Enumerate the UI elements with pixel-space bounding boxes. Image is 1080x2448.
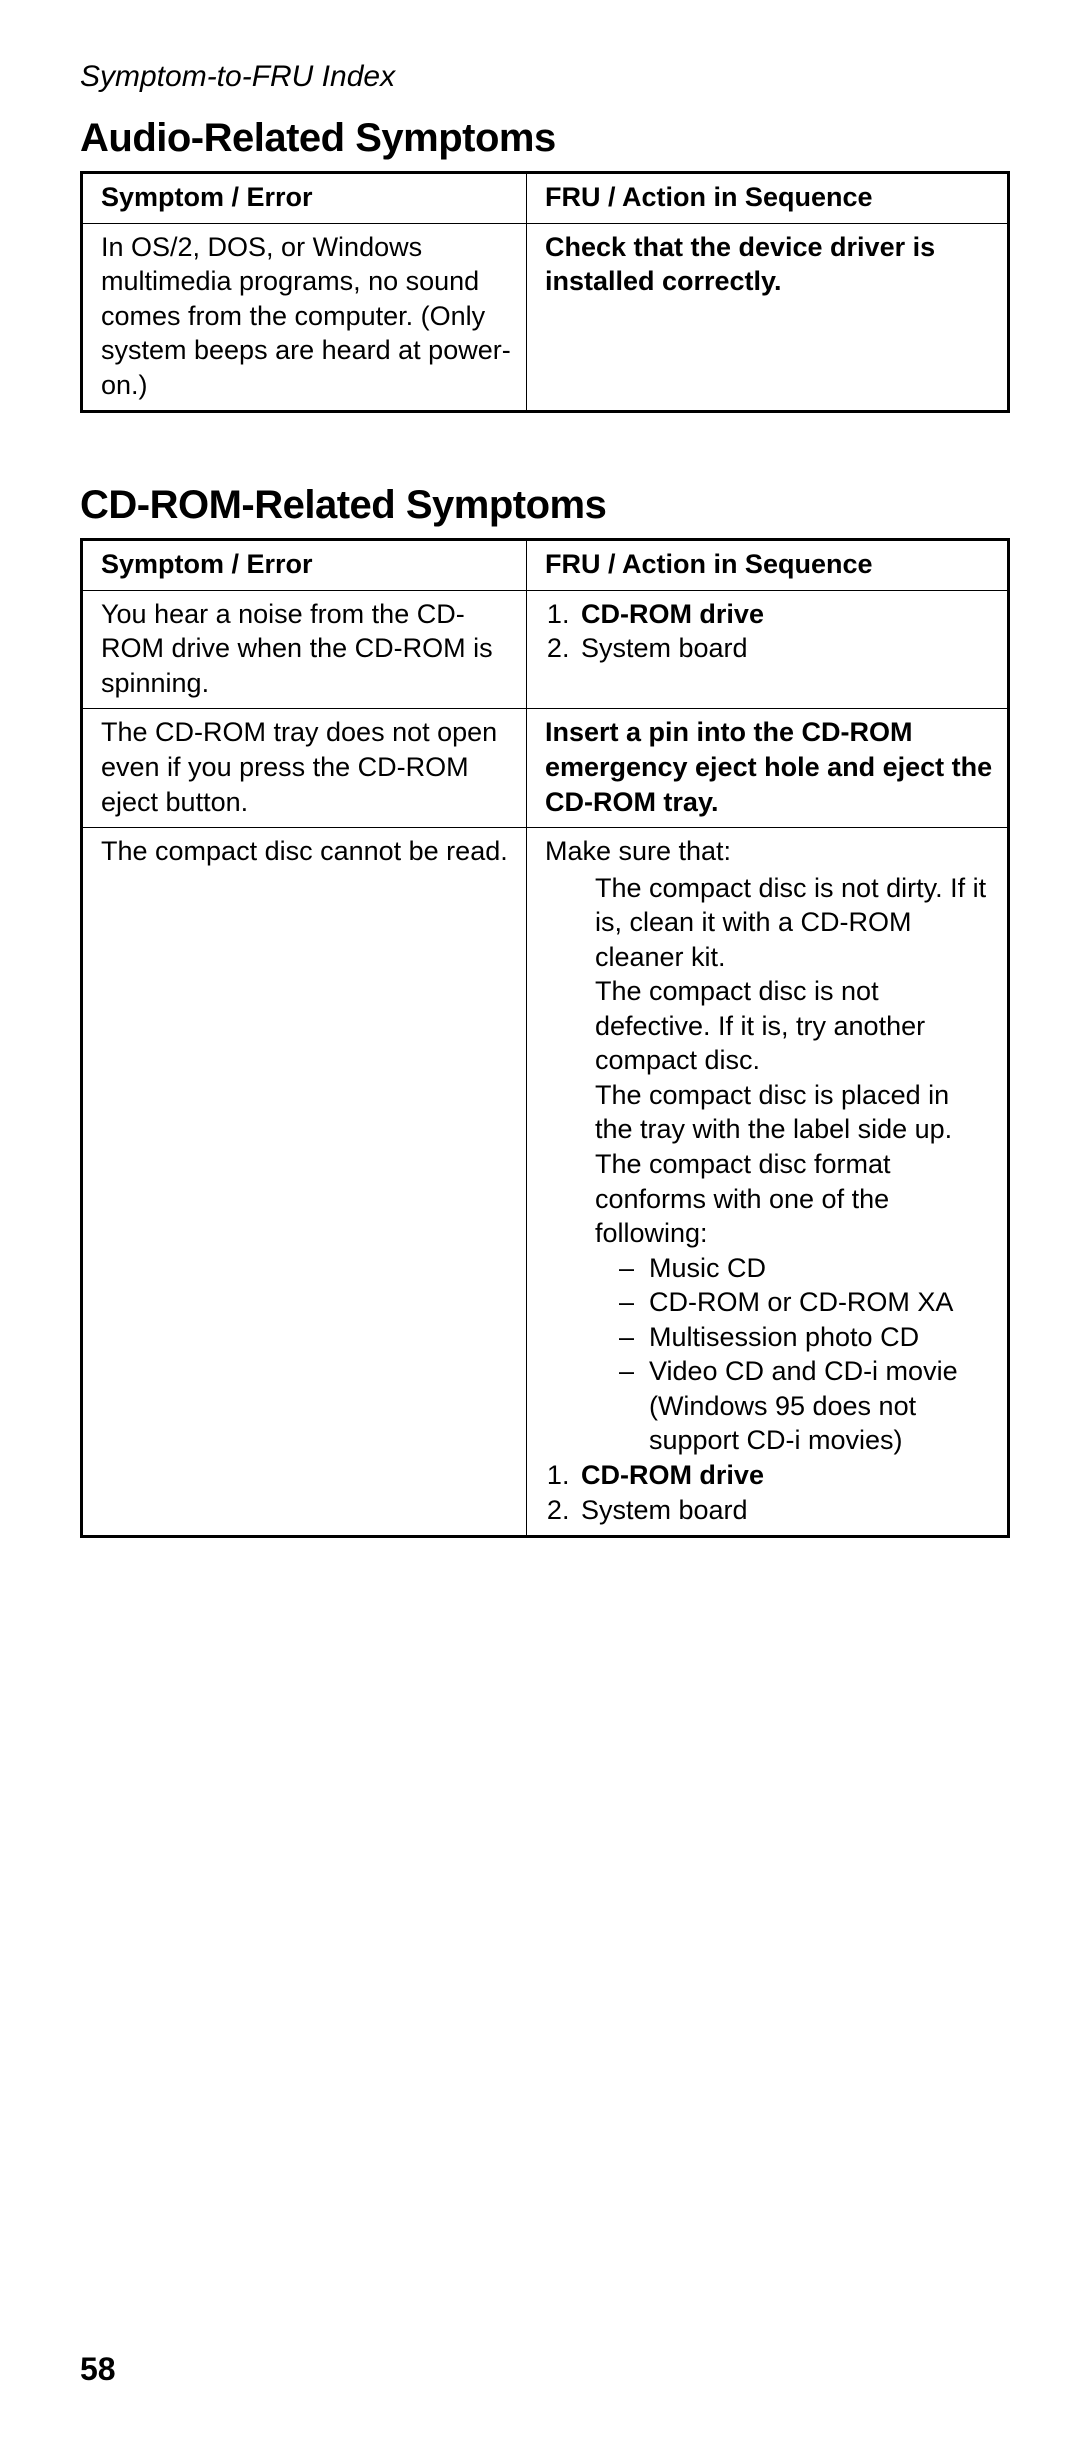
list-item: –Video CD and CD-i movie (Windows 95 doe… [619, 1354, 993, 1458]
cell-symptom: In OS/2, DOS, or Windows multimedia prog… [82, 223, 527, 412]
action-list: CD-ROM drive System board [545, 597, 993, 666]
th-action: FRU / Action in Sequence [526, 173, 1008, 224]
list-item: –Music CD [619, 1251, 993, 1286]
dash-text: Music CD [649, 1251, 993, 1286]
dash-icon: – [619, 1251, 649, 1286]
action-text: System board [581, 633, 748, 663]
th-symptom: Symptom / Error [82, 173, 527, 224]
dash-icon: – [619, 1285, 649, 1320]
action-bold: CD-ROM drive [581, 1460, 764, 1490]
action-bullet: The compact disc format conforms with on… [595, 1147, 993, 1251]
th-action: FRU / Action in Sequence [526, 540, 1008, 591]
cell-symptom: The CD-ROM tray does not open even if yo… [82, 709, 527, 828]
list-item: CD-ROM drive [577, 1458, 993, 1493]
dash-icon: – [619, 1320, 649, 1355]
dash-text: CD-ROM or CD-ROM XA [649, 1285, 993, 1320]
document-page: Symptom-to-FRU Index Audio-Related Sympt… [0, 0, 1080, 2448]
table-row: Symptom / Error FRU / Action in Sequence [82, 173, 1009, 224]
page-header-index: Symptom-to-FRU Index [80, 60, 1010, 94]
table-cdrom: Symptom / Error FRU / Action in Sequence… [80, 538, 1010, 1538]
action-bullet: The compact disc is not defective. If it… [595, 974, 993, 1078]
list-item: System board [577, 1493, 993, 1528]
action-bullet: The compact disc is placed in the tray w… [595, 1078, 993, 1147]
dash-list: –Music CD –CD-ROM or CD-ROM XA –Multises… [595, 1251, 993, 1458]
table-row: The CD-ROM tray does not open even if yo… [82, 709, 1009, 828]
cell-symptom: The compact disc cannot be read. [82, 828, 527, 1537]
table-row: In OS/2, DOS, or Windows multimedia prog… [82, 223, 1009, 412]
cell-symptom: You hear a noise from the CD-ROM drive w… [82, 590, 527, 709]
table-row: The compact disc cannot be read. Make su… [82, 828, 1009, 1537]
cell-action: Check that the device driver is installe… [526, 223, 1008, 412]
cell-action: Insert a pin into the CD-ROM emergency e… [526, 709, 1008, 828]
page-number: 58 [80, 2351, 116, 2388]
table-row: Symptom / Error FRU / Action in Sequence [82, 540, 1009, 591]
action-bold: CD-ROM drive [581, 599, 764, 629]
action-indent: The compact disc is not dirty. If it is,… [545, 871, 993, 1458]
list-item: –Multisession photo CD [619, 1320, 993, 1355]
list-item: System board [577, 631, 993, 666]
action-list: CD-ROM drive System board [545, 1458, 993, 1527]
action-bold: Check that the device driver is installe… [545, 232, 935, 297]
heading-cdrom: CD-ROM-Related Symptoms [80, 483, 1010, 528]
action-bold: Insert a pin into the CD-ROM emergency e… [545, 717, 992, 816]
list-item: CD-ROM drive [577, 597, 993, 632]
action-text: System board [581, 1495, 748, 1525]
cell-action: Make sure that: The compact disc is not … [526, 828, 1008, 1537]
heading-audio: Audio-Related Symptoms [80, 116, 1010, 161]
list-item: –CD-ROM or CD-ROM XA [619, 1285, 993, 1320]
dash-icon: – [619, 1354, 649, 1458]
action-lead: Make sure that: [545, 834, 993, 869]
cell-action: CD-ROM drive System board [526, 590, 1008, 709]
action-bullet: The compact disc is not dirty. If it is,… [595, 871, 993, 975]
table-row: You hear a noise from the CD-ROM drive w… [82, 590, 1009, 709]
dash-text: Video CD and CD-i movie (Windows 95 does… [649, 1354, 993, 1458]
th-symptom: Symptom / Error [82, 540, 527, 591]
dash-text: Multisession photo CD [649, 1320, 993, 1355]
table-audio: Symptom / Error FRU / Action in Sequence… [80, 171, 1010, 413]
